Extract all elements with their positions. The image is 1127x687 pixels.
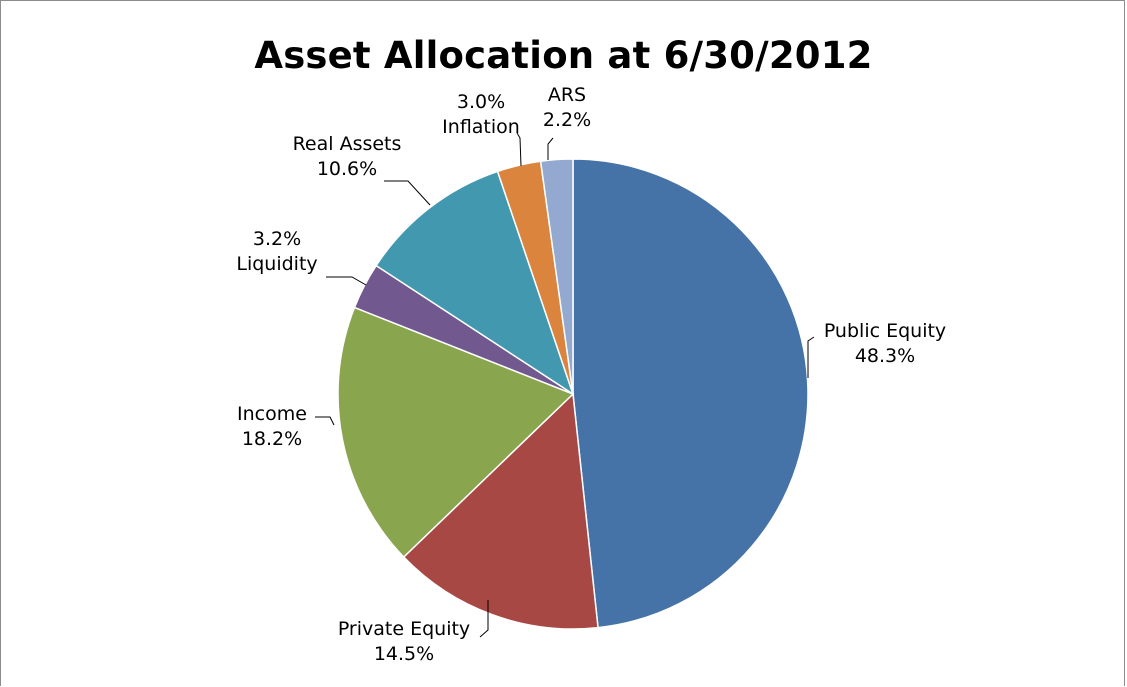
slice-value-inflation: 3.0% xyxy=(457,91,505,113)
slice-value-ars: 2.2% xyxy=(543,109,591,131)
slice-value-income: 18.2% xyxy=(242,428,302,450)
slice-name-real-assets: Real Assets xyxy=(293,133,402,155)
slice-name-liquidity: Liquidity xyxy=(236,253,317,275)
slice-value-real-assets: 10.6% xyxy=(317,158,377,180)
leader-line-income xyxy=(315,416,335,426)
leader-lines xyxy=(315,132,815,638)
slice-name-inflation: Inflation xyxy=(442,116,520,138)
slice-value-public-equity: 48.3% xyxy=(855,345,915,367)
slice-income xyxy=(337,306,575,559)
leader-line-real-assets xyxy=(384,180,431,206)
slice-ars xyxy=(539,158,574,395)
slice-value-liquidity: 3.2% xyxy=(253,228,301,250)
pie-slices xyxy=(337,158,809,630)
slice-name-public-equity: Public Equity xyxy=(824,320,946,342)
slice-name-private-equity: Private Equity xyxy=(338,618,470,640)
data-labels: Public Equity 48.3% Private Equity 14.5% Inc… xyxy=(236,84,946,665)
slice-name-income: Income xyxy=(237,403,307,425)
leader-line-private-equity xyxy=(479,600,489,638)
slice-name-ars: ARS xyxy=(548,84,586,106)
leader-line-liquidity xyxy=(326,276,367,286)
leader-line-public-equity xyxy=(807,336,815,378)
slice-public-equity xyxy=(572,158,809,629)
slice-private-equity xyxy=(402,392,599,630)
slice-value-private-equity: 14.5% xyxy=(374,643,434,665)
slice-real-assets xyxy=(375,170,575,396)
leader-line-ars xyxy=(547,137,554,160)
leader-line-inflation xyxy=(516,132,522,167)
chart-title: Asset Allocation at 6/30/2012 xyxy=(254,34,873,77)
